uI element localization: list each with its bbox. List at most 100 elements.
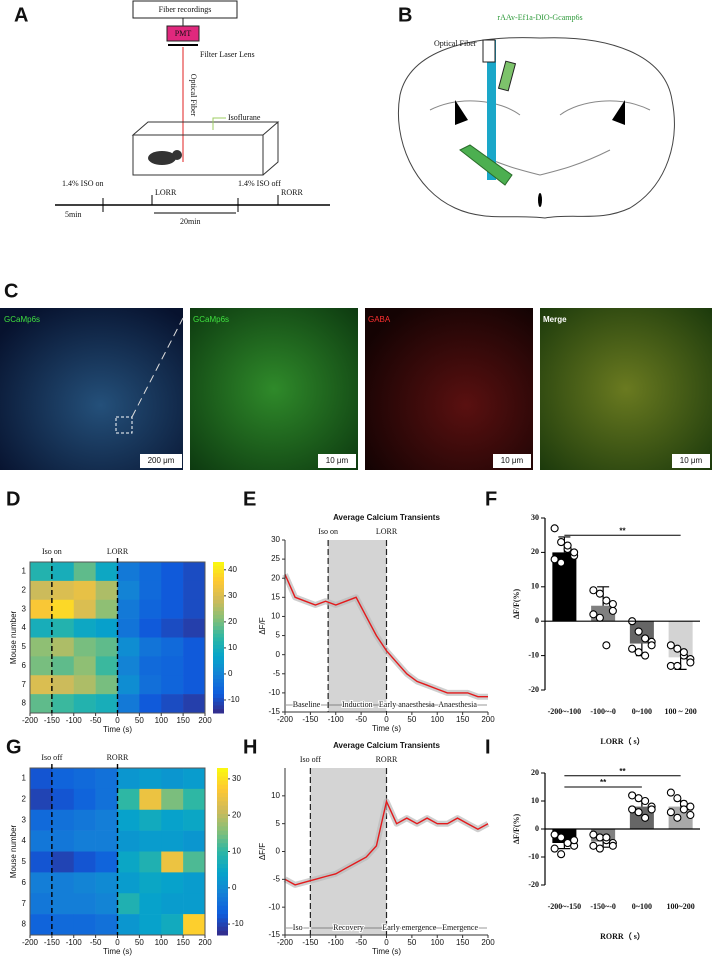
heat-cell xyxy=(51,656,75,676)
heat-cell xyxy=(117,788,140,811)
y-tick-label: 10 xyxy=(271,612,280,621)
x-tick-label: 200 xyxy=(481,715,495,724)
heat-cell xyxy=(30,788,53,811)
x-tick-label: -100 xyxy=(328,938,345,947)
heat-cell xyxy=(30,914,53,936)
colorbar-slice xyxy=(213,592,224,597)
colorbar-slice xyxy=(213,682,224,688)
data-point xyxy=(666,788,675,797)
panel-label: E xyxy=(243,488,256,510)
scale-label: 10 μm xyxy=(501,456,524,465)
colorbar-slice xyxy=(217,809,228,815)
colorbar-slice xyxy=(213,584,224,589)
x-tick-label: 150 xyxy=(456,715,470,724)
event-label: Iso off xyxy=(300,755,321,764)
heat-cell xyxy=(117,694,140,714)
data-point xyxy=(666,808,675,817)
duration-label: 20min xyxy=(180,217,200,226)
x-tick-label: -50 xyxy=(90,938,102,947)
data-point xyxy=(608,599,617,609)
heat-cell xyxy=(95,599,118,619)
x-tick-label: -150 xyxy=(302,715,319,724)
heat-cell xyxy=(73,788,96,811)
heat-cell xyxy=(117,768,140,790)
heat-cell xyxy=(95,580,118,601)
row-label: 6 xyxy=(22,661,27,670)
heat-cell xyxy=(183,580,206,601)
heat-cell xyxy=(139,637,162,657)
heat-cell xyxy=(73,599,96,619)
pmt-box xyxy=(166,25,200,42)
heat-cell xyxy=(139,768,162,790)
data-point xyxy=(602,641,611,650)
colorbar-slice xyxy=(213,656,224,661)
heat-cell xyxy=(161,656,184,676)
y-tick-label: -5 xyxy=(273,669,281,678)
event-label: LORR xyxy=(155,188,177,197)
data-point xyxy=(673,661,682,670)
y-tick-label: 30 xyxy=(271,535,280,544)
y-tick-label: 10 xyxy=(531,582,539,591)
colorbar-slice xyxy=(213,565,224,571)
micrograph xyxy=(365,308,533,470)
data-point xyxy=(595,613,604,622)
y-tick-label: 5 xyxy=(276,631,281,640)
colorbar-slice xyxy=(217,805,228,811)
heat-cell xyxy=(73,656,96,676)
ventricle xyxy=(538,193,542,207)
heat-cell xyxy=(139,599,162,619)
x-tick-label: 200 xyxy=(198,938,212,947)
chart-title: Average Calcium Transients xyxy=(333,513,440,522)
colorbar-label: 30 xyxy=(232,774,241,783)
colorbar-slice xyxy=(217,926,228,932)
data-point xyxy=(608,606,617,615)
colorbar-label: 0 xyxy=(228,669,233,678)
row-label: 8 xyxy=(22,699,27,708)
colorbar-slice xyxy=(213,648,224,654)
x-tick-label: 200 xyxy=(481,938,495,947)
mouse-head xyxy=(172,150,182,160)
x-tick-label: 200 xyxy=(198,716,212,725)
data-point xyxy=(557,558,566,567)
scale-bar xyxy=(140,454,182,468)
heat-cell xyxy=(183,872,206,894)
data-point xyxy=(595,844,604,853)
heat-cell xyxy=(95,562,118,582)
pmt-label: PMT xyxy=(175,29,192,38)
y-tick-label: -15 xyxy=(268,930,280,939)
heat-cell xyxy=(95,809,118,831)
y-tick-label: -10 xyxy=(268,902,280,911)
y-tick-label: 0 xyxy=(276,847,281,856)
heat-cell xyxy=(161,675,184,695)
colorbar-slice xyxy=(213,679,224,684)
colorbar-slice xyxy=(217,847,228,852)
phase-label: Baseline xyxy=(293,700,321,709)
x-tick-label: 150 xyxy=(456,938,470,947)
x-tick-label: -150~-0 xyxy=(590,902,616,911)
colorbar-slice xyxy=(213,618,224,623)
heat-cell xyxy=(73,562,96,582)
data-point xyxy=(550,524,559,533)
data-point xyxy=(641,813,650,822)
data-point xyxy=(673,644,682,653)
colorbar-slice xyxy=(217,872,228,878)
row-label: 5 xyxy=(22,857,27,866)
row-label: 6 xyxy=(22,878,27,887)
colorbar-label: 20 xyxy=(232,810,241,819)
heat-cell xyxy=(30,656,53,676)
fiber-label: Optical Fiber xyxy=(189,74,198,117)
heat-cell xyxy=(51,562,75,582)
colorbar-slice xyxy=(213,595,224,601)
colorbar-slice xyxy=(217,914,228,919)
heat-cell xyxy=(51,768,75,790)
heat-cell xyxy=(30,851,53,873)
colorbar-label: 10 xyxy=(228,643,237,652)
y-tick-label: 0 xyxy=(276,650,281,659)
x-axis-label: Time (s) xyxy=(103,725,132,734)
heat-cell xyxy=(117,580,140,601)
y-tick-label: -20 xyxy=(528,685,539,694)
colorbar-slice xyxy=(213,705,224,710)
filter-label: Filter Laser Lens xyxy=(200,50,255,59)
heat-cell xyxy=(139,580,162,601)
y-tick-label: -10 xyxy=(268,688,280,697)
